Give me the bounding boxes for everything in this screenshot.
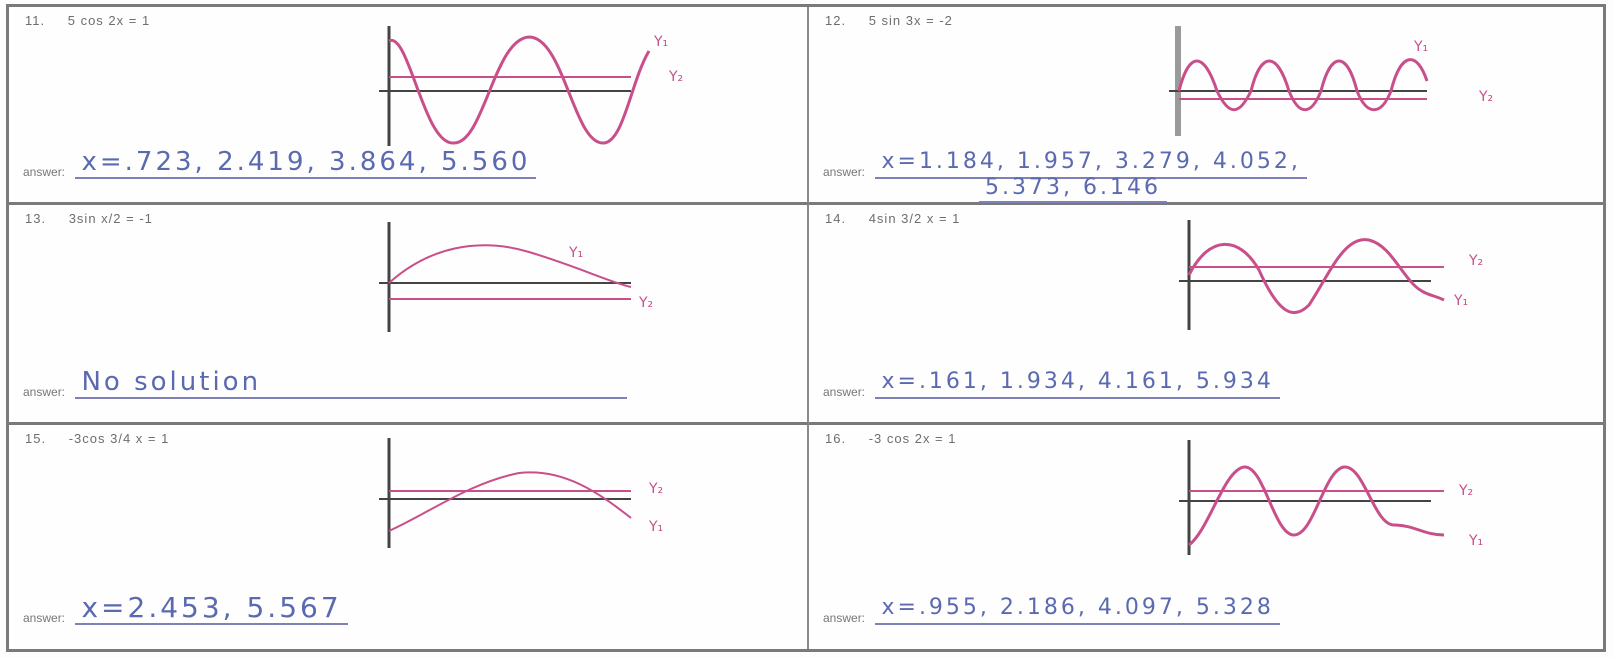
y-axis	[1175, 26, 1181, 136]
answer-label: answer:	[823, 165, 866, 179]
curve-y1	[1177, 58, 1429, 112]
curve-y1	[388, 35, 651, 145]
answer-row: answer: x=.723, 2.419, 3.864, 5.560	[23, 147, 537, 179]
problem-equation: 13. 3sin x/2 = -1	[25, 211, 153, 226]
curve-y1	[388, 471, 632, 532]
answer-label: answer:	[23, 611, 66, 625]
curve-label: Y₁	[568, 245, 583, 261]
curve-y1	[1188, 465, 1445, 547]
answer-row: answer: x=2.453, 5.567	[23, 593, 348, 625]
problem-number: 16.	[825, 431, 847, 446]
problem-number: 15.	[25, 431, 47, 446]
graph-11: Y₁ Y₂	[379, 26, 683, 146]
line-label: Y₂	[1468, 253, 1483, 269]
problem-equation: 11. 5 cos 2x = 1	[25, 13, 150, 28]
line-label: Y₂	[668, 69, 683, 85]
answer-text: x=.723, 2.419, 3.864, 5.560	[75, 147, 537, 179]
problem-number: 11.	[25, 13, 46, 28]
graph-15: Y₂ Y₁	[379, 438, 663, 548]
answer-text: x=2.453, 5.567	[75, 593, 348, 625]
equation-text: 5 sin 3x = -2	[868, 13, 953, 28]
problem-number: 14.	[825, 211, 847, 226]
curve-label: Y₁	[648, 519, 663, 535]
answer-label: answer:	[823, 385, 866, 399]
problem-cell-13: 13. 3sin x/2 = -1 Y₁ Y₂ answer: No solut…	[9, 205, 809, 425]
answer-text: x=.955, 2.186, 4.097, 5.328	[875, 593, 1280, 625]
problem-cell-15: 15. -3cos 3/4 x = 1 Y₂ Y₁ answer: x=2.45…	[9, 425, 809, 649]
curve-label: Y₁	[1453, 293, 1468, 309]
equation-text: -3cos 3/4 x = 1	[68, 431, 170, 446]
equation-text: -3 cos 2x = 1	[868, 431, 957, 446]
answer-label: answer:	[23, 165, 66, 179]
problem-cell-11: 11. 5 cos 2x = 1 Y₁ Y₂ answer: x=.723, 2…	[9, 7, 809, 205]
problem-cell-16: 16. -3 cos 2x = 1 Y₂ Y₁ answer: x=.955, …	[809, 425, 1603, 649]
answer-text-line2: 5.373, 6.146	[979, 175, 1167, 203]
line-label: Y₂	[1478, 89, 1493, 105]
equation-text: 4sin 3/2 x = 1	[868, 211, 961, 226]
problem-equation: 15. -3cos 3/4 x = 1	[25, 431, 169, 446]
curve-label: Y₁	[653, 34, 668, 50]
problem-cell-12: 12. 5 sin 3x = -2 Y₁ Y₂ answer: x=1.184,…	[809, 7, 1603, 205]
equation-text: 5 cos 2x = 1	[67, 13, 151, 28]
equation-text: 3sin x/2 = -1	[68, 211, 153, 226]
answer-text: x=1.184, 1.957, 3.279, 4.052,	[875, 147, 1307, 179]
graph-12: Y₁ Y₂	[1169, 26, 1493, 136]
answer-row: answer: x=1.184, 1.957, 3.279, 4.052,	[823, 147, 1307, 179]
answer-row: answer: No solution	[23, 367, 628, 399]
curve-y1	[1187, 238, 1445, 315]
line-label: Y₂	[638, 295, 653, 311]
answer-text: x=.161, 1.934, 4.161, 5.934	[875, 367, 1280, 399]
problem-number: 13.	[25, 211, 47, 226]
answer-label: answer:	[23, 385, 66, 399]
problem-number: 12.	[825, 13, 847, 28]
problem-equation: 14. 4sin 3/2 x = 1	[825, 211, 960, 226]
answer-label: answer:	[823, 611, 866, 625]
curve-label: Y₁	[1413, 39, 1428, 55]
graph-13: Y₁ Y₂	[379, 222, 653, 332]
problem-equation: 16. -3 cos 2x = 1	[825, 431, 957, 446]
graph-14: Y₁ Y₂	[1179, 220, 1483, 330]
problem-equation: 12. 5 sin 3x = -2	[825, 13, 953, 28]
problem-cell-14: 14. 4sin 3/2 x = 1 Y₁ Y₂ answer: x=.161,…	[809, 205, 1603, 425]
answer-text: No solution	[75, 367, 628, 399]
curve-label: Y₁	[1468, 533, 1483, 549]
graph-16: Y₂ Y₁	[1179, 440, 1483, 555]
answer-row: answer: x=.161, 1.934, 4.161, 5.934	[823, 367, 1280, 399]
line-label: Y₂	[648, 481, 663, 497]
line-label: Y₂	[1458, 483, 1473, 499]
answer-row: answer: x=.955, 2.186, 4.097, 5.328	[823, 593, 1280, 625]
problem-grid: 11. 5 cos 2x = 1 Y₁ Y₂ answer: x=.723, 2…	[6, 4, 1606, 652]
curve-y1	[388, 244, 632, 288]
